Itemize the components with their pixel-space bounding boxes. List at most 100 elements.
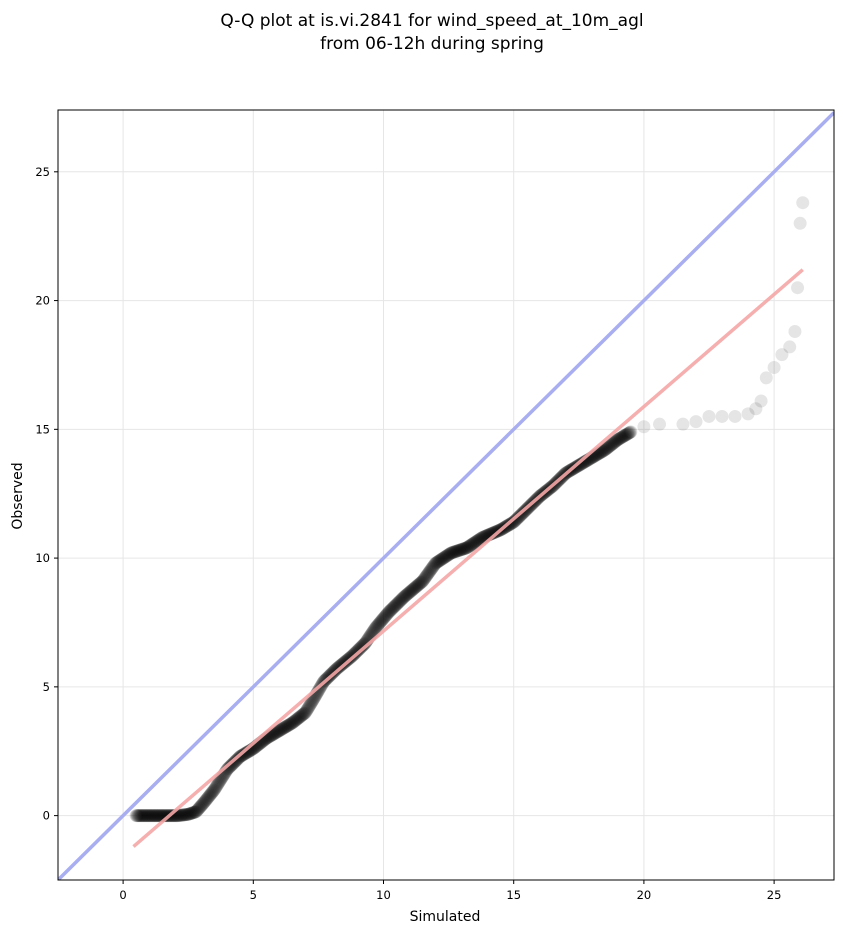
x-tick-label-4: 20 [637,888,652,902]
data-point-522 [469,535,483,549]
data-point-523 [470,534,484,548]
data-point-370 [370,619,384,633]
data-point-142 [222,761,236,775]
data-point-548 [486,526,500,540]
data-point-519 [467,536,481,550]
data-point-496 [452,543,466,557]
data-point-366 [367,623,381,637]
data-point-263 [300,702,314,716]
data-point-220 [272,724,286,738]
data-point-485 [445,546,459,560]
data-point-423 [404,584,418,598]
data-point-473 [437,551,451,565]
data-point-227 [277,721,291,735]
data-point-72 [176,808,190,822]
data-point-411 [397,590,411,604]
plot-area [58,111,834,880]
data-point-127 [212,776,226,790]
data-point-426 [406,582,420,596]
data-point-456 [426,560,440,574]
data-point-517 [466,537,480,551]
data-point-237 [283,717,297,731]
data-point-418 [401,586,415,600]
data-point-506 [459,541,473,555]
data-point-480 [442,548,456,562]
data-point-367 [368,622,382,636]
data-point-255 [295,708,309,722]
data-point-420 [403,585,417,599]
y-axis-ticks: 0 5 10 15 20 25 [35,165,58,823]
data-point-105 [197,795,211,809]
data-point-458 [427,558,441,572]
data-point-70 [175,808,189,822]
data-point-385 [380,607,394,621]
y-tick-label-0: 0 [43,809,50,823]
data-point-380 [377,611,391,625]
data-point-96 [192,802,206,816]
data-point-125 [210,778,224,792]
x-tick-label-5: 25 [767,888,782,902]
data-point-734 [607,436,621,450]
data-point-716 [595,444,609,458]
data-point-382 [378,610,392,624]
data-point-349 [356,638,370,652]
data-point-760 [624,425,638,439]
data-point-740 [611,433,625,447]
data-point-550 [487,526,501,540]
data-point-80 [181,807,195,821]
data-point-504 [457,542,471,556]
data-point-736 [608,435,622,449]
data-point-386 [380,607,394,621]
data-point-271 [306,694,320,708]
data-point-392 [384,603,398,617]
data-point-530 [474,531,488,545]
data-point-410 [396,591,410,605]
data-point-91 [188,805,202,819]
data-point-56 [166,809,180,823]
data-point-106 [198,794,212,808]
data-point-715 [595,445,609,459]
data-point-475 [438,550,452,564]
data-point-714 [594,445,608,459]
data-point-419 [402,586,416,600]
data-point-364 [366,624,380,638]
data-point-583 [509,513,523,527]
data-point-505 [458,541,472,555]
data-point-768 [741,407,755,421]
data-point-97 [192,801,206,815]
data-point-143 [222,760,236,774]
data-point-223 [274,722,288,736]
data-point-17 [140,809,154,823]
data-point-759 [623,425,637,439]
data-point-524 [470,534,484,548]
data-point-144 [223,760,237,774]
data-point-256 [296,708,310,722]
data-point-269 [304,696,318,710]
data-point-549 [487,526,501,540]
data-point-402 [391,596,405,610]
grid-lines [58,110,834,880]
data-point-752 [619,428,633,442]
data-point-238 [284,717,298,731]
data-point-777 [793,216,807,230]
data-point-443 [418,572,432,586]
data-point-102 [196,797,210,811]
y-tick-label-2: 10 [35,551,50,565]
data-point-28 [147,809,161,823]
data-point-401 [390,597,404,611]
data-point-454 [425,562,439,576]
data-point-365 [367,624,381,638]
data-point-492 [449,544,463,558]
data-point-103 [196,796,210,810]
data-point-231 [280,719,294,733]
data-point-92 [189,805,203,819]
data-point-104 [197,796,211,810]
data-point-379 [376,612,390,626]
data-point-464 [431,555,445,569]
chart-title-line-2: from 06-12h during spring [320,34,544,54]
data-point-729 [604,438,618,452]
data-point-348 [356,639,370,653]
data-point-713 [593,446,607,460]
data-point-757 [622,426,636,440]
data-point-459 [428,557,442,571]
